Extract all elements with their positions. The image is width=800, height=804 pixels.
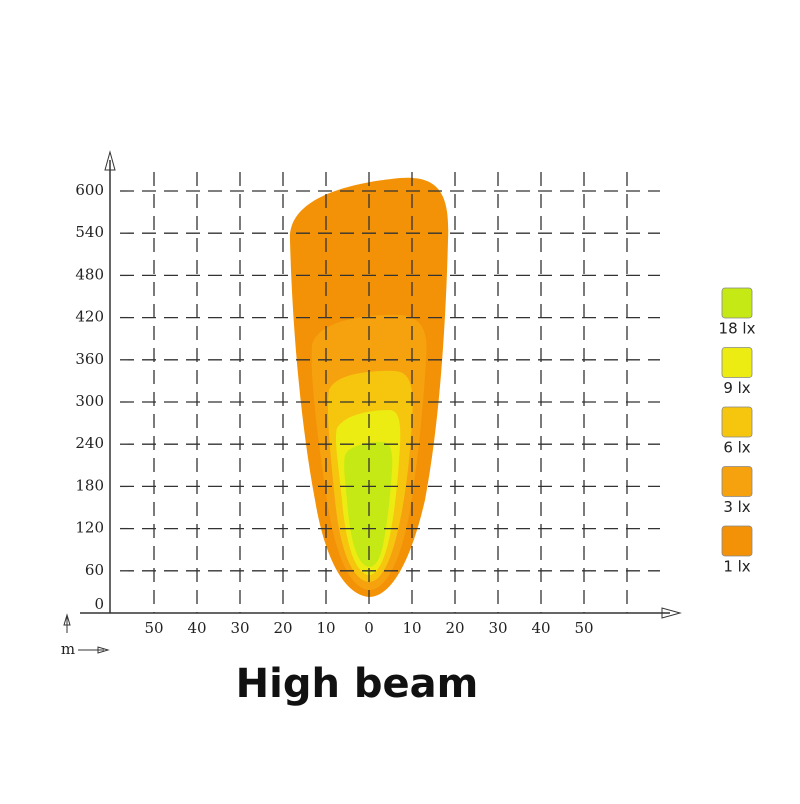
x-tick-label: 0 [364, 619, 374, 637]
x-tick-label: 40 [531, 619, 550, 637]
legend: 18 lx 9 lx 6 lx 3 lx 1 lx [719, 287, 756, 576]
x-tick-label: 20 [445, 619, 464, 637]
unit-arrow-right-head [97, 646, 110, 654]
chart-title: High beam [236, 661, 479, 707]
legend-swatch [721, 525, 753, 557]
y-tick-label: 540 [75, 223, 104, 241]
y-tick-label: 240 [75, 434, 104, 452]
y-tick-label: 60 [85, 561, 104, 579]
x-tick-label: 50 [574, 619, 593, 637]
y-arrow [104, 150, 116, 171]
y-tick-label: 360 [75, 350, 104, 368]
legend-label: 9 lx [723, 379, 750, 397]
legend-swatch [721, 466, 753, 497]
x-tick-label: 50 [144, 619, 163, 637]
legend-swatch [721, 347, 753, 378]
unit-arrow-up-head [63, 613, 71, 626]
legend-label: 3 lx [723, 498, 750, 516]
x-tick-label: 30 [230, 619, 249, 637]
y-tick-label: 420 [75, 308, 104, 326]
x-tick-label: 30 [488, 619, 507, 637]
x-tick-label: 20 [273, 619, 292, 637]
contour [344, 442, 393, 567]
x-tick-label: 10 [402, 619, 421, 637]
legend-swatch [721, 406, 753, 438]
y-tick-label: 600 [75, 181, 104, 199]
y-tick-label: 120 [75, 519, 104, 537]
y-tick-label: 0 [94, 595, 104, 613]
x-arrow [661, 607, 682, 619]
y-tick-label: 300 [75, 392, 104, 410]
axis-unit: m [61, 640, 75, 658]
y-tick-label: 480 [75, 265, 104, 283]
legend-label: 6 lx [723, 439, 750, 457]
x-tick-label: 40 [187, 619, 206, 637]
legend-swatch [721, 287, 753, 319]
legend-label: 18 lx [719, 320, 756, 338]
legend-label: 1 lx [723, 558, 750, 576]
y-tick-label: 180 [75, 476, 104, 494]
x-tick-label: 10 [316, 619, 335, 637]
